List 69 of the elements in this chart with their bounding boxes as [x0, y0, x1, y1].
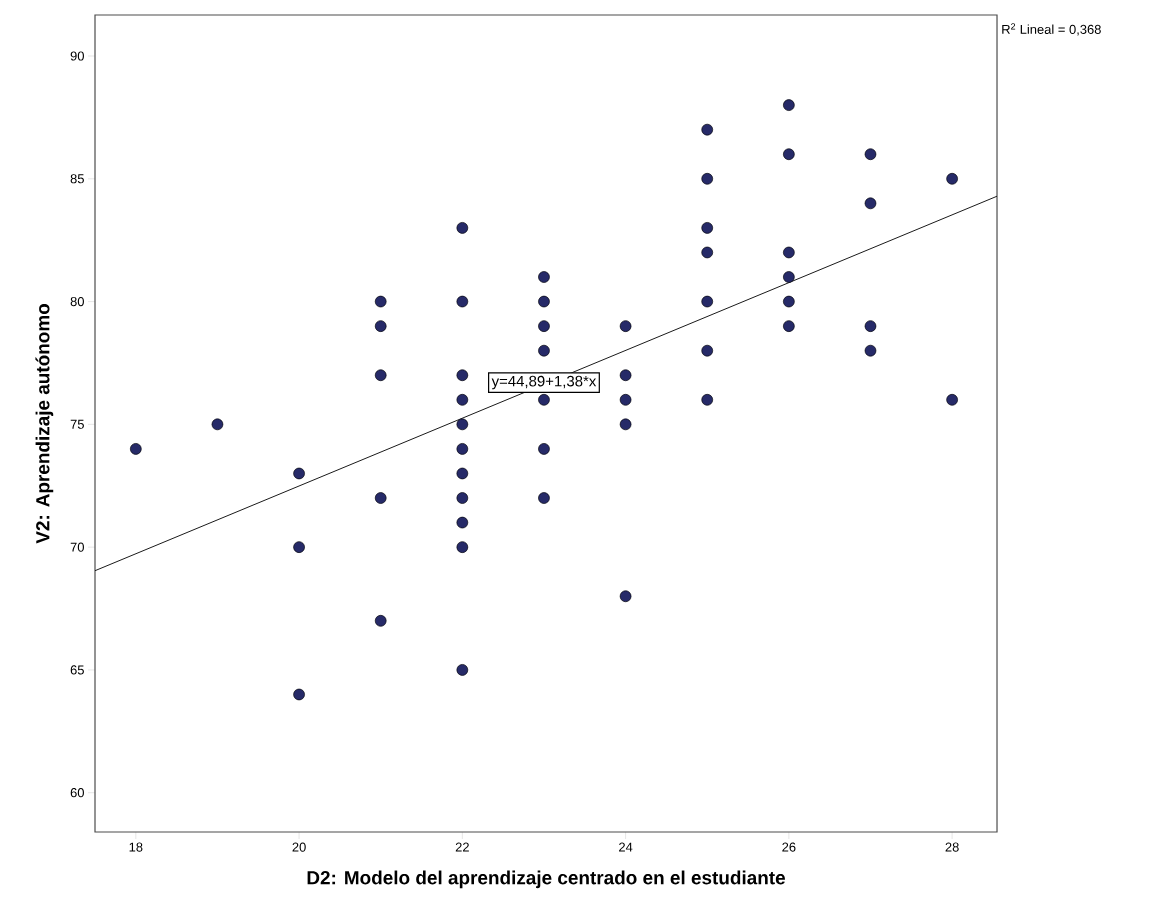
- point: [783, 246, 795, 259]
- point: [456, 222, 469, 234]
- point: [374, 492, 387, 504]
- point: [946, 394, 958, 406]
- point: [864, 344, 877, 357]
- point: [619, 418, 632, 431]
- point: [456, 467, 469, 480]
- point: [130, 443, 142, 455]
- point: [456, 516, 469, 529]
- point: [456, 394, 469, 406]
- x-tick-label: 24: [619, 842, 633, 852]
- point: [538, 271, 550, 283]
- x-tick-label: 20: [292, 842, 306, 852]
- point: [701, 172, 714, 185]
- point: [456, 369, 469, 382]
- point: [374, 295, 387, 308]
- y-axis-title: V2: Aprendizaje autónomo: [35, 304, 54, 544]
- point: [293, 688, 305, 701]
- point: [538, 443, 550, 455]
- y-tick-label: 90: [70, 51, 84, 61]
- point: [701, 222, 714, 234]
- point: [701, 344, 714, 357]
- y-tick-label: 60: [70, 788, 84, 798]
- y-tick-label: 75: [70, 419, 84, 429]
- point: [619, 320, 632, 332]
- point: [783, 99, 795, 111]
- point: [293, 541, 305, 553]
- x-tick-label: 28: [945, 842, 959, 852]
- point: [456, 295, 469, 308]
- point: [783, 271, 795, 283]
- y-tick-label: 85: [70, 174, 84, 184]
- point: [538, 320, 550, 332]
- text: R$^{2}$ Lineal = 0,368: [1002, 23, 1101, 36]
- point: [783, 320, 795, 332]
- point: [701, 295, 714, 308]
- point: [538, 492, 550, 504]
- point: [701, 123, 714, 136]
- point: [701, 246, 714, 259]
- y-tick-label: 80: [70, 296, 84, 307]
- point: [293, 467, 305, 480]
- point: [538, 295, 550, 308]
- point: [619, 394, 632, 406]
- x-tick-label: 22: [455, 842, 469, 852]
- point: [538, 394, 550, 406]
- point: [864, 197, 877, 210]
- point: [864, 320, 877, 332]
- point: [946, 172, 958, 185]
- point: [456, 541, 469, 553]
- point: [456, 664, 469, 676]
- point: [374, 369, 387, 382]
- point: [456, 443, 469, 455]
- point: [538, 344, 550, 357]
- point: [456, 418, 469, 431]
- point: [456, 492, 469, 504]
- x-tick-label: 18: [129, 842, 143, 852]
- point: [374, 615, 387, 627]
- point: [374, 320, 387, 332]
- point: [783, 295, 795, 308]
- point: [619, 369, 632, 382]
- point: [701, 394, 714, 406]
- y-tick-label: 65: [70, 665, 84, 675]
- point: [783, 148, 795, 161]
- y-tick-label: 70: [70, 542, 84, 552]
- annotation: y=44,89+1,38*x: [491, 375, 597, 390]
- point: [211, 418, 224, 431]
- x-tick-label: 26: [782, 842, 796, 852]
- point: [864, 148, 877, 161]
- point: [619, 590, 632, 603]
- x-axis-title: D2: Modelo del aprendizaje centrado en el estudiante: [307, 870, 785, 889]
